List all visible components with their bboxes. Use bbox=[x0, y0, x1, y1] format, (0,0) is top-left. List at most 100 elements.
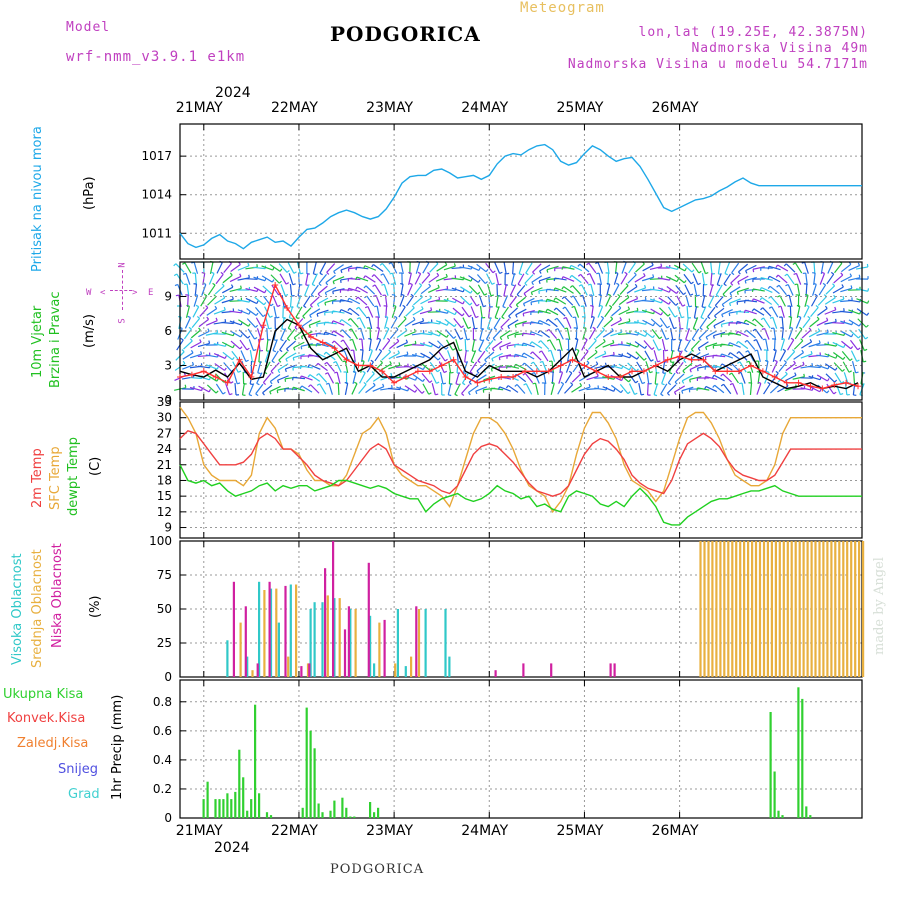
wind-barb-icon bbox=[768, 265, 781, 271]
wind-barb-icon bbox=[494, 262, 501, 274]
wind-barb-icon bbox=[518, 262, 524, 274]
wind-barb-icon bbox=[270, 370, 274, 374]
wind-barb-icon bbox=[436, 330, 448, 338]
wind-barb-icon bbox=[628, 318, 631, 322]
wind-barb-icon bbox=[388, 349, 392, 353]
bar-3-1 bbox=[822, 541, 825, 677]
wind-barb-icon bbox=[399, 295, 405, 307]
wind-barb-icon bbox=[802, 361, 805, 365]
wind-barb-icon bbox=[590, 284, 595, 296]
wind-barb-icon bbox=[316, 373, 320, 376]
wind-barb-icon bbox=[357, 327, 361, 330]
wind-barb-icon bbox=[643, 340, 653, 350]
wind-barb-icon bbox=[848, 299, 861, 303]
wind-barb-icon bbox=[649, 288, 662, 292]
wind-barb-icon bbox=[848, 309, 860, 315]
wind-barb-icon bbox=[190, 341, 202, 349]
wind-barb-icon bbox=[658, 297, 670, 305]
bar-3-1 bbox=[378, 622, 381, 677]
wind-barb-icon bbox=[487, 328, 491, 331]
wind-barb-icon bbox=[600, 315, 604, 319]
wind-barb-icon bbox=[721, 321, 734, 325]
wind-barb-icon bbox=[356, 276, 369, 282]
bar-4-0 bbox=[309, 730, 312, 818]
wind-barb-icon bbox=[309, 308, 321, 316]
wind-barb-icon bbox=[843, 344, 846, 348]
wind-barb-icon bbox=[722, 293, 726, 297]
wind-barb-icon bbox=[494, 317, 499, 320]
wind-barb-icon bbox=[396, 341, 408, 349]
wind-barb-icon bbox=[430, 372, 437, 384]
wind-barb-icon bbox=[801, 349, 805, 353]
wind-barb-icon bbox=[650, 318, 661, 328]
wind-barb-icon bbox=[342, 360, 346, 363]
wind-barb-icon bbox=[660, 328, 667, 340]
y-tick-label: 25 bbox=[157, 636, 172, 650]
wind-barb-icon bbox=[588, 262, 597, 274]
wind-barb-icon bbox=[652, 339, 660, 351]
wind-barb-icon bbox=[578, 371, 582, 375]
wind-barb-icon bbox=[499, 337, 503, 341]
wind-barb-icon bbox=[372, 382, 376, 386]
wind-barb-icon bbox=[628, 366, 632, 371]
wind-barb-icon bbox=[316, 383, 320, 386]
wind-barb-icon bbox=[414, 340, 417, 344]
wind-barb-icon bbox=[427, 272, 431, 275]
wind-barb-icon bbox=[760, 307, 764, 311]
wind-barb-icon bbox=[538, 276, 551, 282]
bar-3-2 bbox=[332, 541, 335, 677]
bar-3-1 bbox=[723, 541, 726, 677]
wind-barb-icon bbox=[546, 265, 559, 271]
wind-barb-icon bbox=[761, 327, 765, 331]
wind-barb-icon bbox=[643, 357, 647, 361]
wind-barb-icon bbox=[360, 361, 365, 373]
wind-barb-icon bbox=[186, 304, 190, 307]
wind-barb-icon bbox=[545, 308, 548, 313]
wind-barb-icon bbox=[516, 294, 520, 297]
wind-barb-icon bbox=[216, 329, 219, 333]
wind-barb-icon bbox=[362, 370, 366, 374]
wind-barb-icon bbox=[717, 261, 721, 275]
wind-barb-icon bbox=[462, 382, 466, 386]
wind-barb-icon bbox=[825, 285, 836, 295]
wind-barb-icon bbox=[570, 382, 574, 386]
wind-barb-icon bbox=[737, 330, 749, 338]
wind-barb-icon bbox=[439, 372, 444, 384]
panel-frame bbox=[179, 123, 863, 260]
wind-barb-icon bbox=[420, 285, 431, 295]
wind-barb-icon bbox=[538, 300, 551, 302]
wind-barb-icon bbox=[743, 309, 746, 314]
wind-barb-icon bbox=[531, 281, 534, 286]
wind-barb-icon bbox=[516, 285, 526, 295]
wind-barb-icon bbox=[757, 381, 762, 384]
wind-barb-icon bbox=[745, 276, 757, 282]
wind-barb-icon bbox=[248, 274, 250, 278]
wind-barb-icon bbox=[349, 307, 360, 317]
wind-barb-icon bbox=[507, 365, 520, 369]
wind-barb-icon bbox=[511, 284, 515, 287]
wind-barb-icon bbox=[607, 272, 610, 286]
wind-barb-icon bbox=[187, 294, 189, 308]
wind-barb-icon bbox=[379, 360, 383, 364]
wind-barb-icon bbox=[800, 387, 813, 391]
wind-barb-icon bbox=[247, 335, 251, 339]
wind-barb-icon bbox=[478, 349, 482, 353]
wind-barb-icon bbox=[640, 393, 645, 396]
wind-barb-icon bbox=[717, 284, 721, 287]
wind-barb-icon bbox=[735, 331, 739, 335]
wind-barb-icon bbox=[796, 283, 801, 297]
wind-barb-icon bbox=[660, 312, 664, 316]
wind-barb-icon bbox=[367, 306, 374, 318]
wind-barb-icon bbox=[777, 295, 781, 298]
wind-barb-icon bbox=[858, 335, 861, 339]
wind-barb-icon bbox=[848, 265, 860, 271]
wind-barb-icon bbox=[555, 297, 567, 305]
wind-barb-icon bbox=[323, 331, 326, 336]
wind-barb-icon bbox=[262, 392, 265, 396]
wind-barb-icon bbox=[574, 337, 578, 340]
wind-barb-icon bbox=[794, 262, 803, 274]
wind-barb-icon bbox=[657, 287, 670, 293]
wind-barb-icon bbox=[848, 277, 861, 281]
wind-barb-icon bbox=[612, 339, 615, 344]
wind-barb-icon bbox=[737, 271, 741, 275]
